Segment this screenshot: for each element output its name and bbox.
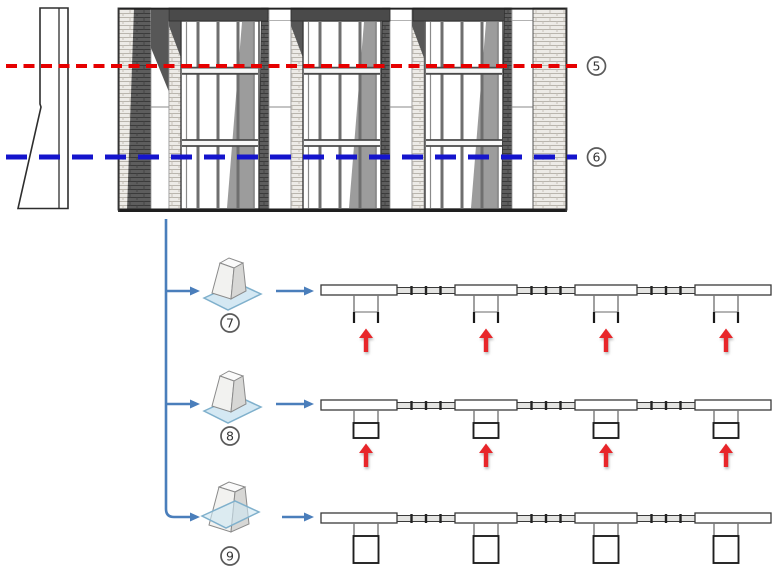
pier-stem-box bbox=[472, 422, 500, 439]
plan-section-strips bbox=[320, 284, 772, 564]
callout-7: 7 bbox=[220, 313, 240, 333]
elevation-base-line bbox=[118, 208, 567, 212]
red-up-arrow bbox=[479, 443, 493, 467]
pier-stem-box bbox=[592, 535, 620, 564]
pier-stem bbox=[353, 295, 379, 312]
pier-flange bbox=[454, 284, 518, 296]
callout-6-label: 6 bbox=[593, 149, 601, 164]
window-bay-1 bbox=[167, 6, 270, 211]
connector-trunk bbox=[164, 219, 190, 519]
window-bay-2 bbox=[289, 6, 392, 211]
pier-stem bbox=[593, 410, 619, 423]
pier-flange bbox=[694, 399, 772, 411]
pier-stem-open-end bbox=[352, 312, 380, 323]
pier-flange bbox=[574, 512, 638, 524]
cut-plane-near-base-icon bbox=[202, 370, 263, 424]
callout-5-label: 5 bbox=[593, 58, 601, 73]
pier-stem bbox=[713, 295, 739, 312]
pier-stem-box bbox=[712, 422, 740, 439]
pier-stem-open-end bbox=[472, 312, 500, 323]
pier-stem bbox=[713, 523, 739, 536]
pier-flange bbox=[694, 284, 772, 296]
pier-flange bbox=[454, 512, 518, 524]
red-up-arrow bbox=[359, 328, 373, 352]
section-strip-row-8 bbox=[320, 399, 772, 467]
cut-plane-middle-icon bbox=[200, 481, 261, 533]
callout-5: 5 bbox=[586, 56, 607, 76]
red-up-arrow bbox=[599, 328, 613, 352]
red-up-arrow bbox=[719, 328, 733, 352]
pier-flange bbox=[694, 512, 772, 524]
pier-stem-open-end bbox=[592, 312, 620, 323]
callout-9: 9 bbox=[220, 546, 240, 566]
pier-stem bbox=[473, 410, 499, 423]
section-strip-row-7 bbox=[320, 284, 772, 352]
callout-6: 6 bbox=[586, 147, 607, 167]
pier-flange bbox=[454, 399, 518, 411]
end-pier-left bbox=[117, 7, 182, 211]
pier-flange bbox=[320, 284, 398, 296]
pier-flange bbox=[574, 284, 638, 296]
pier-flange bbox=[320, 399, 398, 411]
pier-stem bbox=[473, 295, 499, 312]
pier-stem-box bbox=[712, 535, 740, 564]
masonry-module bbox=[379, 7, 425, 210]
red-up-arrow bbox=[599, 443, 613, 467]
pier-flange bbox=[574, 399, 638, 411]
pier-stem bbox=[353, 410, 379, 423]
callout-7-label: 7 bbox=[226, 315, 234, 330]
pier-stem bbox=[713, 410, 739, 423]
end-pier-right bbox=[501, 7, 568, 211]
pier-stem-box bbox=[472, 535, 500, 564]
pier-stem bbox=[593, 523, 619, 536]
window-bay-3 bbox=[411, 6, 514, 211]
pier-stem bbox=[593, 295, 619, 312]
pier-stem bbox=[353, 523, 379, 536]
pier-stem-box bbox=[352, 422, 380, 439]
pier-flange bbox=[320, 512, 398, 524]
callout-8-label: 8 bbox=[226, 428, 234, 443]
pier-stem-box bbox=[592, 422, 620, 439]
wall-elevation bbox=[117, 6, 568, 212]
pier-stem bbox=[473, 523, 499, 536]
pier-stem-box bbox=[352, 535, 380, 564]
masonry-module bbox=[258, 7, 304, 210]
connector-arrowheads bbox=[190, 286, 314, 522]
section-strip-row-9 bbox=[320, 512, 772, 564]
callout-9-label: 9 bbox=[226, 548, 234, 563]
red-up-arrow bbox=[719, 443, 733, 467]
callout-8: 8 bbox=[220, 426, 240, 446]
connector-tree bbox=[164, 219, 304, 519]
red-up-arrow bbox=[479, 328, 493, 352]
wall-profile-section bbox=[16, 7, 69, 210]
red-up-arrow bbox=[359, 443, 373, 467]
pier-stem-open-end bbox=[712, 312, 740, 323]
cut-plane-at-base-icon bbox=[202, 257, 263, 311]
